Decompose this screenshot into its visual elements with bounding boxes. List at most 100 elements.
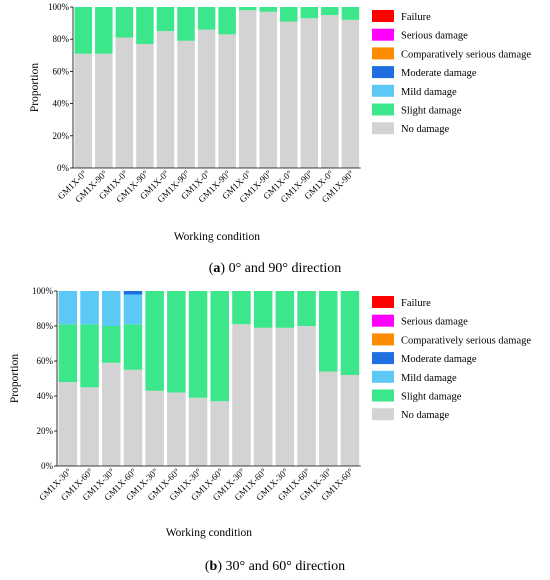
bar-segment [123, 369, 143, 466]
bar-segment [297, 291, 316, 326]
legend-swatch [372, 84, 394, 97]
bar-segment [145, 390, 164, 466]
bar-segment [253, 327, 273, 466]
bar-segment [95, 7, 113, 54]
legend-entry: Mild damage [401, 373, 457, 384]
bar-segment [341, 7, 360, 20]
legend-entry: Moderate damage [401, 68, 477, 79]
legend-entry: No damage [401, 124, 449, 135]
y-tick-label: 60% [37, 356, 54, 366]
bar-segment [123, 294, 143, 325]
bar-segment [58, 291, 78, 325]
bar-segment [188, 291, 208, 398]
legend-entry: No damage [401, 410, 449, 421]
bar-segment [210, 401, 229, 466]
bar-segment [319, 291, 338, 372]
legend-swatch [372, 47, 394, 60]
y-tick-label: 20% [53, 131, 70, 141]
caption-a: (a) 0° and 90° direction [209, 261, 342, 276]
bar-segment [232, 291, 251, 325]
legend-swatch [372, 352, 394, 365]
legend-entry: Slight damage [401, 392, 462, 403]
bar-segment [102, 291, 121, 326]
y-axis-label: Proportion [9, 354, 21, 403]
legend-swatch [372, 103, 394, 116]
legend-swatch [372, 296, 394, 308]
legend-entry: Moderate damage [401, 354, 477, 365]
bar-segment [297, 326, 316, 466]
legend-swatch [372, 370, 394, 383]
bar-segment [197, 29, 216, 168]
y-tick-label: 0% [57, 163, 70, 173]
bar-segment [210, 291, 229, 402]
bar-segment [167, 392, 186, 466]
bar-segment [58, 324, 78, 382]
bar-segment [218, 7, 236, 35]
legend-entry: Mild damage [401, 87, 457, 98]
caption-a-text: 0° and 90° direction [225, 261, 341, 276]
y-axis-label: Proportion [29, 63, 41, 112]
bar-segment [177, 40, 195, 169]
bar-segment [74, 53, 93, 168]
legend-swatch [372, 314, 394, 327]
bar-segment [80, 387, 99, 466]
bar-segment [340, 291, 360, 375]
legend-swatch [372, 333, 394, 346]
bar-segment [188, 397, 208, 466]
legend-swatch [372, 408, 394, 421]
bar-segment [319, 371, 338, 466]
bar-segment [58, 382, 78, 466]
bar-segment [136, 44, 154, 168]
legend-entry: Failure [401, 298, 431, 309]
bar-segment [280, 21, 298, 168]
legend-entry: Comparatively serious damage [401, 335, 531, 346]
bar-segment [102, 362, 121, 466]
bar-segment [238, 10, 257, 168]
bar-segment [280, 7, 298, 22]
bar-segment [123, 291, 143, 295]
caption-b-text: 30° and 60° direction [222, 559, 345, 574]
bar-segment [321, 15, 339, 168]
bar-segment [275, 291, 295, 328]
y-tick-label: 60% [53, 66, 70, 76]
bar-segment [177, 7, 195, 41]
bar-segment [115, 7, 134, 38]
legend-entry: Failure [401, 12, 431, 23]
legend-swatch [372, 122, 394, 135]
legend-swatch [372, 66, 394, 79]
caption-b: (b) 30° and 60° direction [205, 559, 345, 574]
legend-swatch [372, 10, 394, 22]
bar-segment [102, 326, 121, 363]
bar-segment [95, 53, 113, 168]
legend-entry: Comparatively serious damage [401, 49, 531, 60]
bar-segment [167, 291, 186, 393]
legend-entry: Serious damage [401, 31, 468, 42]
bar-segment [321, 7, 339, 16]
caption-a-letter: a [213, 261, 220, 276]
bar-segment [74, 7, 93, 54]
bar-segment [259, 11, 277, 168]
bar-segment [253, 291, 273, 328]
bar-segment [80, 291, 99, 325]
bar-segment [300, 7, 319, 19]
bar-segment [123, 324, 143, 370]
bar-segment [341, 19, 360, 168]
bar-segment [300, 18, 319, 168]
legend-swatch [372, 28, 394, 41]
bar-segment [259, 7, 277, 12]
x-axis-label: Working condition [174, 231, 261, 243]
y-tick-label: 100% [48, 2, 70, 12]
chart-panel-a: 0%20%40%60%80%100%GM1X-0°GM1X-90°GM1X-0°… [29, 2, 531, 243]
y-tick-label: 80% [53, 34, 70, 44]
caption-b-letter: b [210, 559, 218, 574]
y-tick-label: 40% [37, 391, 54, 401]
bar-segment [197, 7, 216, 30]
legend-entry: Slight damage [401, 106, 462, 117]
legend-swatch [372, 389, 394, 402]
bar-segment [238, 7, 257, 11]
bar-segment [275, 327, 295, 466]
bar-segment [115, 37, 134, 169]
x-axis-label: Working condition [166, 527, 253, 539]
y-tick-label: 80% [37, 321, 54, 331]
